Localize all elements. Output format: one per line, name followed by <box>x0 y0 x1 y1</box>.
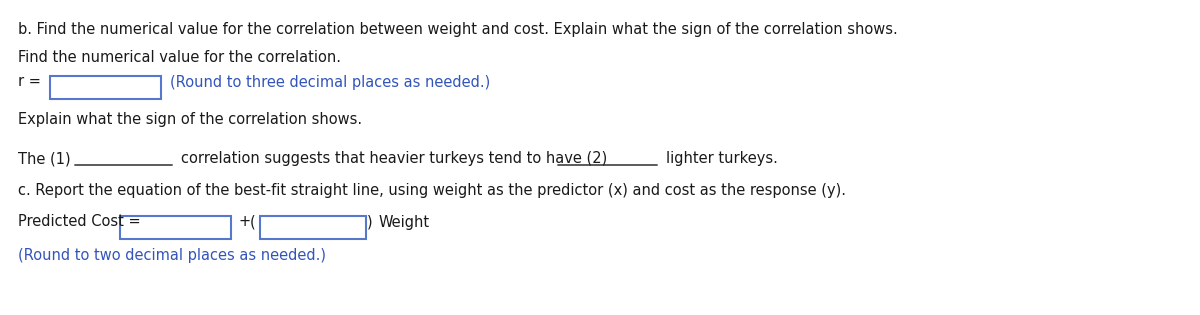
Text: (: ( <box>250 215 256 230</box>
Text: Predicted Cost =: Predicted Cost = <box>18 215 140 230</box>
Text: r =: r = <box>18 75 41 89</box>
Text: b. Find the numerical value for the correlation between weight and cost. Explain: b. Find the numerical value for the corr… <box>18 22 898 37</box>
Text: The (1): The (1) <box>18 152 71 167</box>
FancyBboxPatch shape <box>49 76 161 99</box>
Text: Explain what the sign of the correlation shows.: Explain what the sign of the correlation… <box>18 112 362 127</box>
Text: ): ) <box>367 215 373 230</box>
Text: (Round to three decimal places as needed.): (Round to three decimal places as needed… <box>170 75 491 89</box>
Text: lighter turkeys.: lighter turkeys. <box>666 152 778 167</box>
Text: c. Report the equation of the best-fit straight line, using weight as the predic: c. Report the equation of the best-fit s… <box>18 183 846 198</box>
Text: Find the numerical value for the correlation.: Find the numerical value for the correla… <box>18 50 341 65</box>
Text: Weight: Weight <box>379 215 430 230</box>
Text: (Round to two decimal places as needed.): (Round to two decimal places as needed.) <box>18 248 326 263</box>
Text: correlation suggests that heavier turkeys tend to have (2): correlation suggests that heavier turkey… <box>181 152 607 167</box>
FancyBboxPatch shape <box>259 215 366 238</box>
Text: +: + <box>238 215 250 230</box>
FancyBboxPatch shape <box>120 215 230 238</box>
